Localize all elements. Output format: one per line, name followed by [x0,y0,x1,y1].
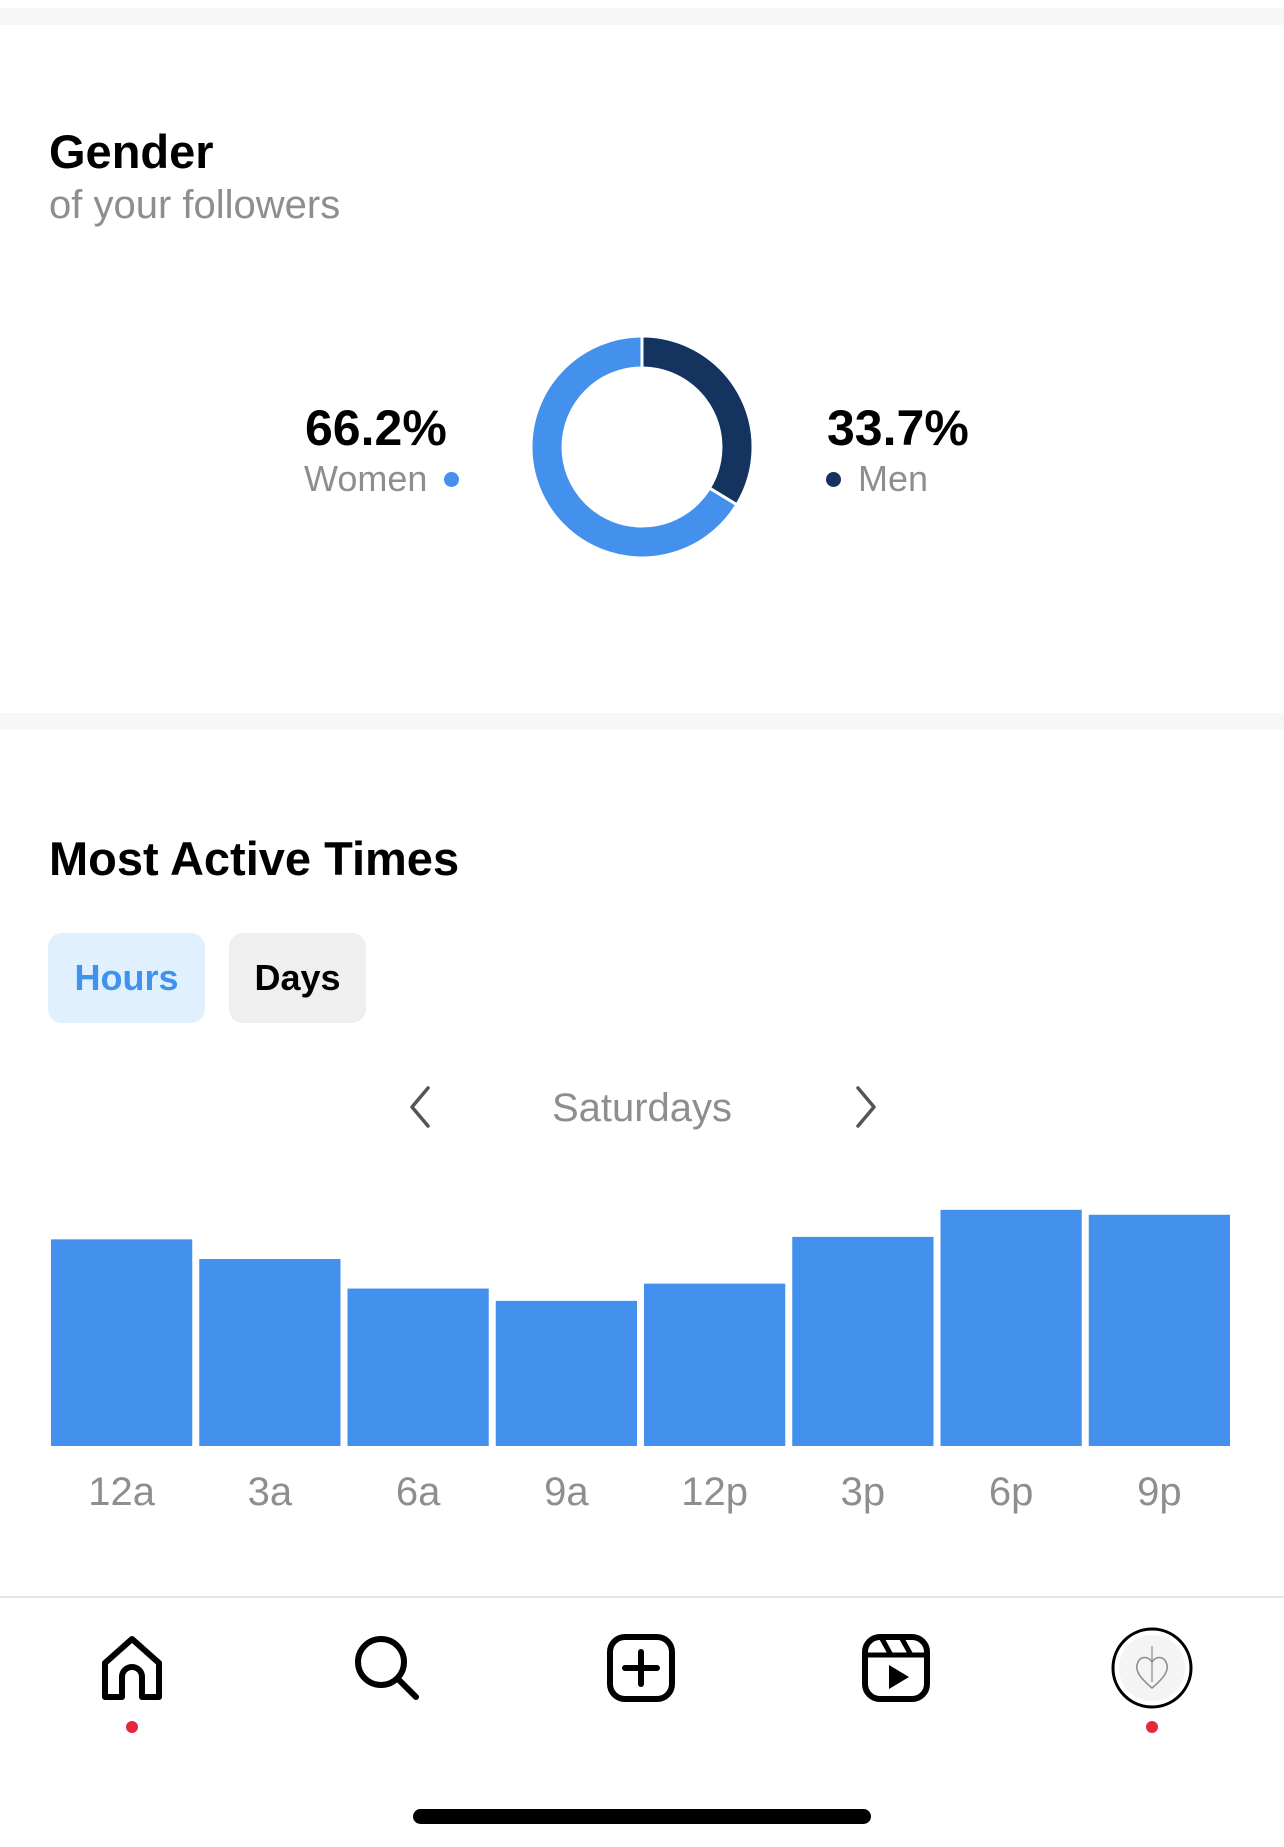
chevron-left-icon [410,1086,430,1128]
men-legend: Men [826,458,928,500]
reels-icon [862,1634,930,1702]
tab-search[interactable] [347,1628,427,1708]
search-icon [355,1636,419,1700]
bar-6p [940,1209,1082,1446]
tab-profile[interactable] [1110,1626,1194,1710]
days-tab-button[interactable]: Days [229,933,366,1023]
women-dot [444,471,460,487]
most-active-times-title: Most Active Times [49,832,460,885]
men-dot [826,471,841,487]
gender-donut-chart [532,337,752,557]
section-divider [0,713,1284,730]
tab-bar-border [0,1596,1284,1598]
bar-3a [199,1259,341,1446]
tab-reels[interactable] [856,1628,936,1708]
bar-12a [51,1239,193,1446]
profile-notification-dot [1146,1721,1158,1733]
hours-tab-button[interactable]: Hours [48,933,205,1023]
day-label: Saturdays [551,1086,733,1130]
previous-day-button[interactable] [400,1082,440,1132]
bar-6a [347,1288,489,1446]
men-arc [641,337,752,504]
gender-subtitle: of your followers [49,183,341,227]
x-tick-label: 12p [681,1470,748,1514]
top-divider [0,8,1284,25]
create-post-icon [607,1634,675,1702]
home-indicator [413,1809,871,1824]
donut-gap-split [708,486,738,506]
tab-home[interactable] [92,1628,172,1708]
x-tick-label: 9a [544,1470,589,1514]
home-notification-dot [126,1721,138,1733]
bar-9a [495,1300,637,1446]
bar-9p [1088,1214,1230,1446]
gender-title: Gender [49,125,214,178]
tab-create[interactable] [601,1628,681,1708]
x-tick-label: 12a [88,1470,155,1514]
x-tick-label: 6p [989,1470,1034,1514]
x-tick-label: 3a [248,1470,293,1514]
x-tick-label: 9p [1137,1470,1182,1514]
bar-12p [644,1283,786,1446]
women-legend: Women [304,458,460,500]
men-percent: 33.7% [827,400,969,456]
profile-avatar [1111,1627,1193,1709]
chevron-right-icon [856,1086,876,1128]
home-icon [102,1636,162,1700]
active-hours-bar-chart: 12a 3a 6a 9a 12p 3p 6p 9p [51,1209,1230,1514]
women-percent: 66.2% [305,400,447,456]
next-day-button[interactable] [846,1082,886,1132]
bar-3p [792,1236,934,1446]
women-label: Women [304,458,428,499]
x-tick-label: 3p [841,1470,886,1514]
men-label: Men [858,458,929,499]
x-tick-label: 6a [396,1470,441,1514]
